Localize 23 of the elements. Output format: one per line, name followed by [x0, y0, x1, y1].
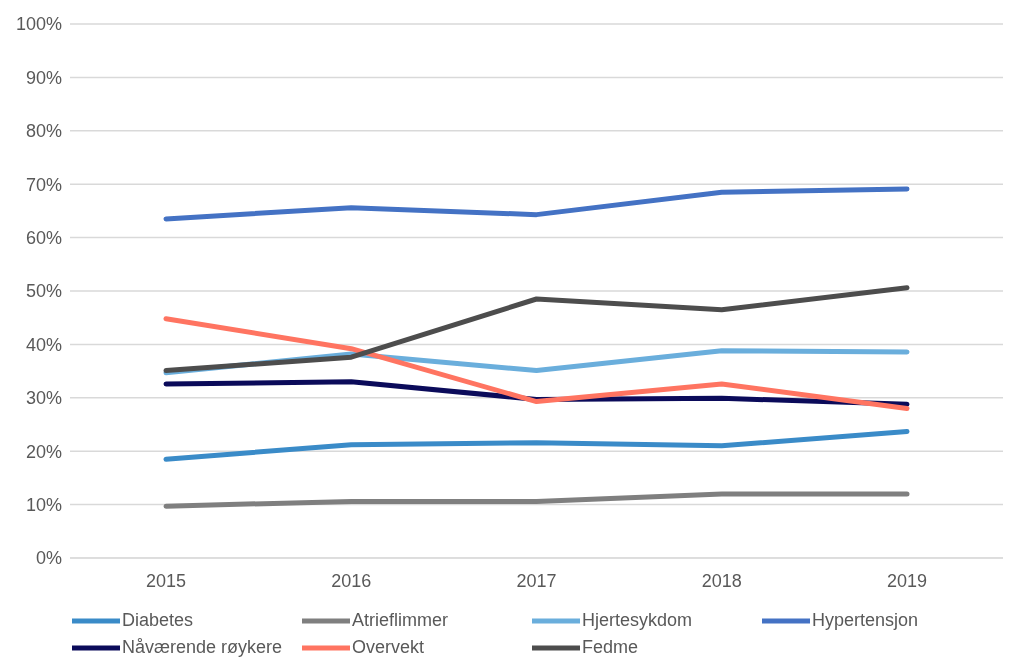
y-tick-label: 90% [25, 67, 62, 88]
x-tick-label: 2018 [701, 570, 742, 591]
legend-label: Overvekt [352, 637, 425, 658]
x-tick-label: 2017 [516, 570, 557, 591]
x-tick-label: 2015 [145, 570, 187, 591]
legend-label: Nåværende røykere [122, 637, 283, 658]
x-tick-label: 2019 [886, 570, 928, 591]
y-tick-label: 100% [15, 14, 62, 35]
y-tick-label: 0% [35, 548, 62, 569]
y-tick-label: 30% [25, 388, 62, 409]
y-tick-label: 70% [25, 174, 62, 195]
y-tick-label: 50% [25, 281, 62, 302]
y-tick-label: 10% [25, 494, 62, 515]
legend-label: Diabetes [122, 610, 194, 631]
y-tick-label: 20% [25, 441, 62, 462]
y-tick-label: 40% [25, 334, 62, 355]
legend-label: Hypertensjon [812, 610, 919, 631]
legend-label: Atrieflimmer [352, 610, 449, 631]
legend-label: Hjertesykdom [582, 610, 693, 631]
x-tick-label: 2016 [331, 570, 372, 591]
y-tick-label: 80% [25, 121, 62, 142]
y-tick-label: 60% [25, 227, 62, 248]
legend-label: Fedme [582, 637, 639, 658]
